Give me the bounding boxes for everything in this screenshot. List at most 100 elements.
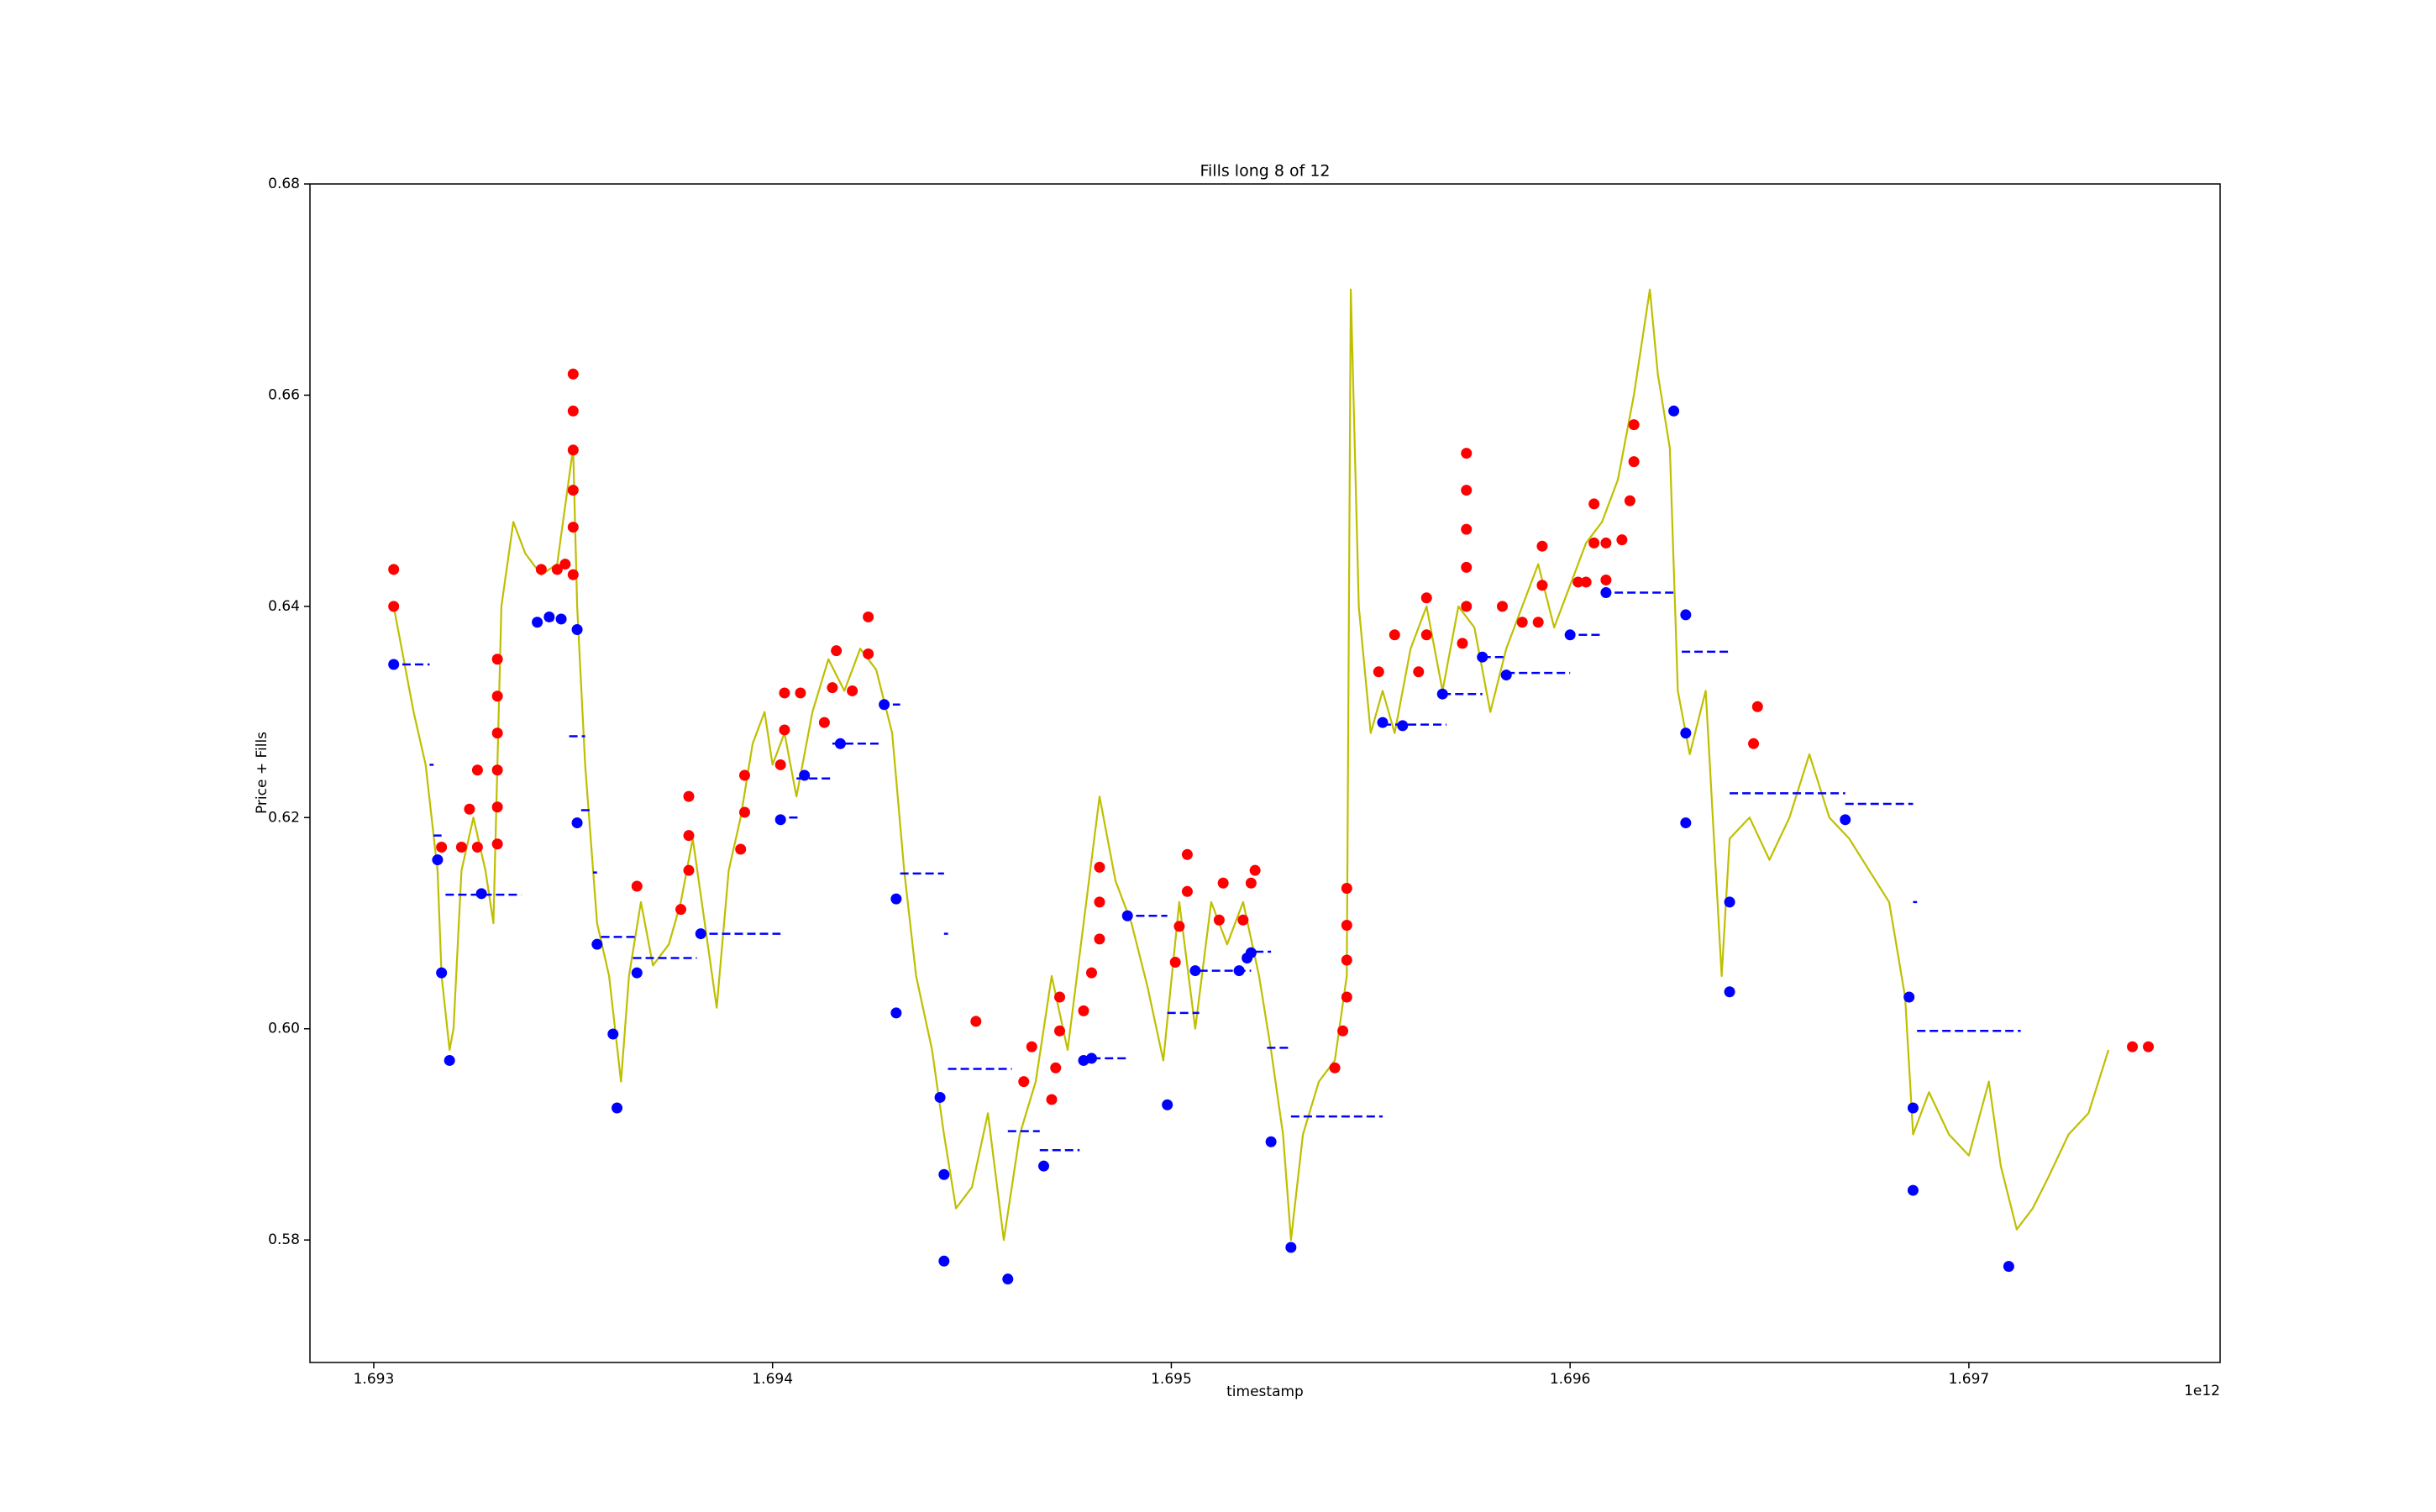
- fill-point: [432, 854, 444, 866]
- fill-point: [1078, 1005, 1089, 1016]
- fill-point: [1516, 617, 1528, 628]
- fill-point: [1907, 1184, 1919, 1196]
- x-tick-label: 1.697: [1949, 1371, 1990, 1388]
- fill-point: [863, 648, 874, 659]
- fill-point: [631, 880, 643, 892]
- fill-point: [1751, 701, 1763, 712]
- fill-point: [1213, 914, 1225, 926]
- fill-point: [818, 717, 830, 728]
- fill-point: [1680, 609, 1692, 621]
- fill-point: [1094, 896, 1105, 908]
- fill-point: [491, 838, 503, 850]
- fill-point: [567, 485, 579, 496]
- fill-point: [683, 864, 695, 876]
- fill-point: [567, 569, 579, 580]
- x-offset-label: 1e12: [2184, 1383, 2220, 1399]
- fill-point: [1600, 574, 1612, 585]
- fill-point: [1217, 877, 1229, 889]
- x-tick-label: 1.696: [1550, 1371, 1591, 1388]
- fill-point: [795, 687, 806, 699]
- fill-point: [1624, 495, 1635, 507]
- fill-point: [1628, 456, 1640, 468]
- fill-point: [1500, 669, 1512, 681]
- fill-point: [683, 790, 695, 802]
- fill-point: [1588, 498, 1600, 510]
- fill-point: [1181, 885, 1193, 897]
- fill-point: [779, 724, 790, 736]
- fill-point: [774, 814, 786, 826]
- fill-point: [491, 764, 503, 776]
- fill-point: [1341, 920, 1352, 932]
- x-tick-label: 1.693: [354, 1371, 395, 1388]
- chart-title: Fills long 8 of 12: [1200, 162, 1330, 181]
- fill-point: [934, 1091, 946, 1103]
- fill-point: [567, 522, 579, 533]
- fill-point: [567, 368, 579, 380]
- fill-point: [1038, 1160, 1050, 1172]
- fill-point: [1413, 666, 1425, 678]
- fill-point: [1018, 1076, 1030, 1088]
- fill-point: [1724, 986, 1735, 998]
- fill-point: [388, 564, 400, 575]
- plot-area: [388, 288, 2155, 1285]
- fill-point: [436, 967, 448, 979]
- fill-point: [1588, 537, 1600, 549]
- fill-point: [2003, 1261, 2014, 1273]
- fill-point: [612, 1102, 623, 1114]
- fill-point: [1907, 1102, 1919, 1114]
- fill-point: [1162, 1099, 1173, 1110]
- fill-point: [1169, 957, 1181, 969]
- fill-point: [1532, 617, 1544, 628]
- fill-point: [1840, 814, 1851, 826]
- fill-point: [1265, 1136, 1277, 1147]
- fill-point: [1026, 1041, 1037, 1053]
- fill-point: [2127, 1041, 2139, 1053]
- fill-point: [774, 759, 786, 770]
- fill-point: [1054, 991, 1066, 1003]
- fill-point: [847, 685, 858, 696]
- fill-point: [1680, 817, 1692, 829]
- x-tick-label: 1.695: [1151, 1371, 1192, 1388]
- fill-point: [1536, 580, 1548, 591]
- fill-point: [1249, 864, 1261, 876]
- fill-point: [1389, 629, 1400, 641]
- fill-point: [1373, 666, 1384, 678]
- y-axis-label: Price + Fills: [254, 732, 270, 814]
- fill-point: [683, 830, 695, 842]
- fill-point: [1461, 561, 1473, 573]
- fill-point: [571, 817, 583, 829]
- fill-point: [890, 893, 902, 905]
- fill-point: [1461, 601, 1473, 612]
- fill-point: [559, 559, 571, 570]
- fill-point: [1245, 877, 1257, 889]
- fill-point: [1628, 419, 1640, 431]
- fill-point: [1285, 1242, 1297, 1253]
- fill-point: [551, 564, 563, 575]
- fill-point: [388, 601, 400, 612]
- fill-point: [1903, 991, 1915, 1003]
- fill-point: [491, 654, 503, 665]
- fill-point: [491, 801, 503, 813]
- fill-point: [1461, 523, 1473, 535]
- y-tick-label: 0.66: [268, 386, 300, 403]
- y-tick-label: 0.64: [268, 598, 300, 615]
- y-tick-label: 0.68: [268, 176, 300, 192]
- fill-point: [970, 1016, 982, 1027]
- price-line: [392, 288, 2110, 1242]
- fill-point: [491, 690, 503, 702]
- fill-point: [1680, 727, 1692, 739]
- fill-point: [1457, 638, 1468, 649]
- fill-point: [1054, 1025, 1066, 1037]
- fill-point: [491, 727, 503, 739]
- fill-point: [1616, 534, 1628, 546]
- fill-point: [475, 888, 487, 900]
- fill-point: [631, 967, 643, 979]
- fill-point: [863, 611, 874, 622]
- fill-point: [567, 444, 579, 456]
- fill-point: [607, 1028, 619, 1040]
- x-axis-label: timestamp: [1226, 1383, 1304, 1400]
- fill-point: [1181, 848, 1193, 860]
- fill-point: [1337, 1025, 1349, 1037]
- fill-point: [938, 1168, 950, 1180]
